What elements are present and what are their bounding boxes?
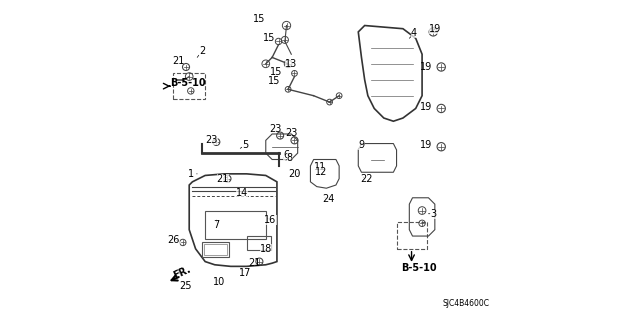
Text: SJC4B4600C: SJC4B4600C <box>443 299 490 308</box>
Text: B-5-10: B-5-10 <box>401 263 437 273</box>
Text: B-5-10: B-5-10 <box>170 78 205 88</box>
Text: 21: 21 <box>172 56 184 66</box>
Text: 18: 18 <box>260 244 272 254</box>
Text: 6: 6 <box>284 150 289 160</box>
Text: 14: 14 <box>236 188 248 198</box>
Text: 7: 7 <box>213 220 220 230</box>
Text: 15: 15 <box>253 14 265 24</box>
Text: FR.: FR. <box>172 264 192 281</box>
Text: 22: 22 <box>360 174 372 184</box>
Text: 8: 8 <box>286 153 292 163</box>
Text: 3: 3 <box>428 209 436 219</box>
Text: 1: 1 <box>188 169 197 179</box>
Text: 15: 15 <box>263 33 275 43</box>
Text: 21: 21 <box>216 174 229 184</box>
Bar <box>202 242 229 257</box>
Text: 15: 15 <box>268 76 280 86</box>
Text: 5: 5 <box>240 140 248 150</box>
Text: 19: 19 <box>429 24 442 34</box>
Text: 23: 23 <box>285 128 298 137</box>
Text: 20: 20 <box>288 169 301 179</box>
Text: 17: 17 <box>239 268 252 278</box>
Text: 23: 23 <box>205 135 218 145</box>
Text: 15: 15 <box>270 67 282 77</box>
Text: 24: 24 <box>322 194 334 204</box>
Text: 26: 26 <box>168 235 180 245</box>
Text: 19: 19 <box>420 140 432 150</box>
Text: 11: 11 <box>314 162 326 173</box>
Text: 16: 16 <box>264 215 276 225</box>
Text: 12: 12 <box>316 167 328 177</box>
Text: 21: 21 <box>248 258 260 268</box>
Bar <box>204 244 227 255</box>
Text: 13: 13 <box>285 59 298 69</box>
Bar <box>205 211 266 239</box>
Text: 25: 25 <box>179 280 191 291</box>
Text: 23: 23 <box>269 124 282 134</box>
Text: 2: 2 <box>197 46 205 57</box>
Text: 10: 10 <box>213 277 226 287</box>
Text: 9: 9 <box>358 140 365 150</box>
Text: 19: 19 <box>420 62 432 72</box>
Bar <box>246 236 271 250</box>
Text: 19: 19 <box>420 102 432 112</box>
Text: 4: 4 <box>410 28 417 39</box>
